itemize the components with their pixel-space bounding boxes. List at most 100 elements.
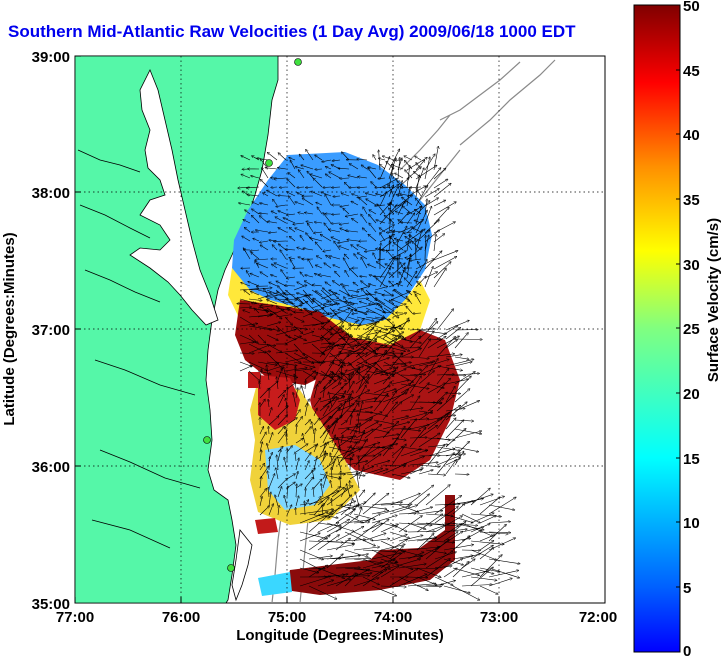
velocity-vector: [418, 419, 442, 430]
velocity-vector: [314, 222, 323, 223]
velocity-vector: [257, 334, 266, 343]
colorbar-tick-label: 35: [683, 192, 700, 209]
velocity-vector: [347, 240, 359, 241]
colorbar-tick-label: 50: [683, 0, 700, 15]
velocity-vector: [319, 343, 331, 358]
velocity-vector: [337, 347, 364, 354]
velocity-vector: [436, 455, 460, 466]
velocity-vector: [308, 223, 314, 233]
colorbar: [633, 4, 681, 653]
velocity-vector: [286, 277, 296, 278]
velocity-vector: [351, 295, 359, 296]
velocity-vector: [335, 504, 355, 509]
velocity-vector: [329, 230, 341, 233]
velocity-vector: [347, 361, 358, 373]
velocity-vector: [383, 289, 393, 296]
velocity-vector: [271, 187, 278, 188]
velocity-vector: [358, 467, 364, 480]
velocity-vector: [364, 422, 378, 430]
velocity-vector: [277, 450, 281, 462]
velocity-vector: [391, 446, 403, 457]
velocity-vector: [337, 392, 351, 395]
velocity-vector: [308, 259, 314, 269]
velocity-vector: [339, 246, 350, 251]
velocity-vector: [400, 375, 417, 376]
velocity-vector: [319, 313, 336, 331]
velocity-vector: [257, 263, 269, 269]
velocity-vector: [445, 393, 460, 394]
velocity-vector: [358, 187, 368, 188]
velocity-vector: [328, 334, 347, 349]
velocity-vector: [299, 512, 328, 524]
velocity-vector: [436, 378, 450, 394]
colorbar-label: Surface Velocity (cm/s): [705, 218, 722, 382]
velocity-vector: [346, 437, 366, 441]
velocity-vector: [313, 178, 323, 188]
velocity-vector: [391, 426, 405, 448]
velocity-vector: [454, 451, 464, 466]
velocity-vector: [409, 258, 422, 261]
velocity-vector: [400, 348, 421, 358]
velocity-vector: [382, 367, 398, 385]
velocity-vector: [299, 558, 321, 570]
velocity-vector: [371, 585, 396, 596]
velocity-vector: [295, 388, 298, 399]
velocity-vector: [436, 446, 460, 451]
x-tick-label: 75:00: [268, 609, 306, 626]
velocity-vector: [266, 310, 284, 318]
velocity-vector: [400, 395, 413, 403]
velocity-vector: [409, 468, 423, 475]
velocity-vector: [284, 294, 296, 295]
velocity-vector: [317, 528, 341, 542]
velocity-vector: [315, 155, 323, 161]
velocity-vector: [284, 457, 288, 471]
velocity-vector: [293, 369, 312, 372]
velocity-vector: [289, 228, 296, 233]
velocity-vector: [355, 418, 373, 430]
y-tick-label: 35:00: [32, 596, 70, 613]
velocity-vector: [368, 168, 377, 179]
velocity-vector: [373, 461, 390, 466]
velocity-vector: [299, 567, 319, 573]
velocity-vector: [308, 511, 333, 533]
velocity-vector: [313, 479, 322, 489]
velocity-vector: [284, 316, 292, 325]
velocity-vector: [445, 340, 457, 349]
velocity-vector: [335, 502, 366, 515]
velocity-vector: [322, 402, 331, 408]
velocity-vector: [373, 253, 377, 260]
velocity-vector: [278, 506, 279, 516]
velocity-vector: [299, 549, 323, 560]
velocity-vector: [311, 298, 329, 315]
velocity-vector: [410, 187, 422, 188]
velocity-vector: [322, 426, 329, 435]
bathymetry-contour: [299, 59, 556, 603]
velocity-vector: [317, 522, 341, 526]
velocity-vector: [248, 343, 266, 353]
velocity-vector: [300, 272, 305, 278]
colorbar-tick-label: 30: [683, 257, 700, 274]
velocity-vector: [427, 383, 444, 388]
velocity-vector: [349, 396, 350, 408]
velocity-vector: [337, 334, 351, 358]
velocity-vector: [320, 289, 337, 304]
velocity-vector: [436, 392, 447, 403]
velocity-vector: [380, 558, 413, 569]
velocity-vector: [302, 352, 320, 363]
velocity-vector: [357, 245, 368, 251]
velocity-vector: [337, 370, 347, 385]
velocity-vector: [362, 570, 387, 587]
velocity-vector: [358, 439, 367, 453]
velocity-vector: [365, 193, 377, 197]
velocity-vector: [353, 522, 370, 523]
velocity-vector: [286, 474, 295, 480]
velocity-vector: [267, 300, 278, 305]
velocity-vector: [340, 401, 345, 417]
velocity-vector: [445, 386, 455, 403]
velocity-vector: [313, 398, 321, 408]
velocity-vector: [325, 194, 332, 206]
velocity-vector: [259, 464, 264, 471]
velocity-vector: [373, 386, 390, 394]
velocity-vector: [239, 324, 258, 327]
velocity-vector: [322, 505, 323, 516]
